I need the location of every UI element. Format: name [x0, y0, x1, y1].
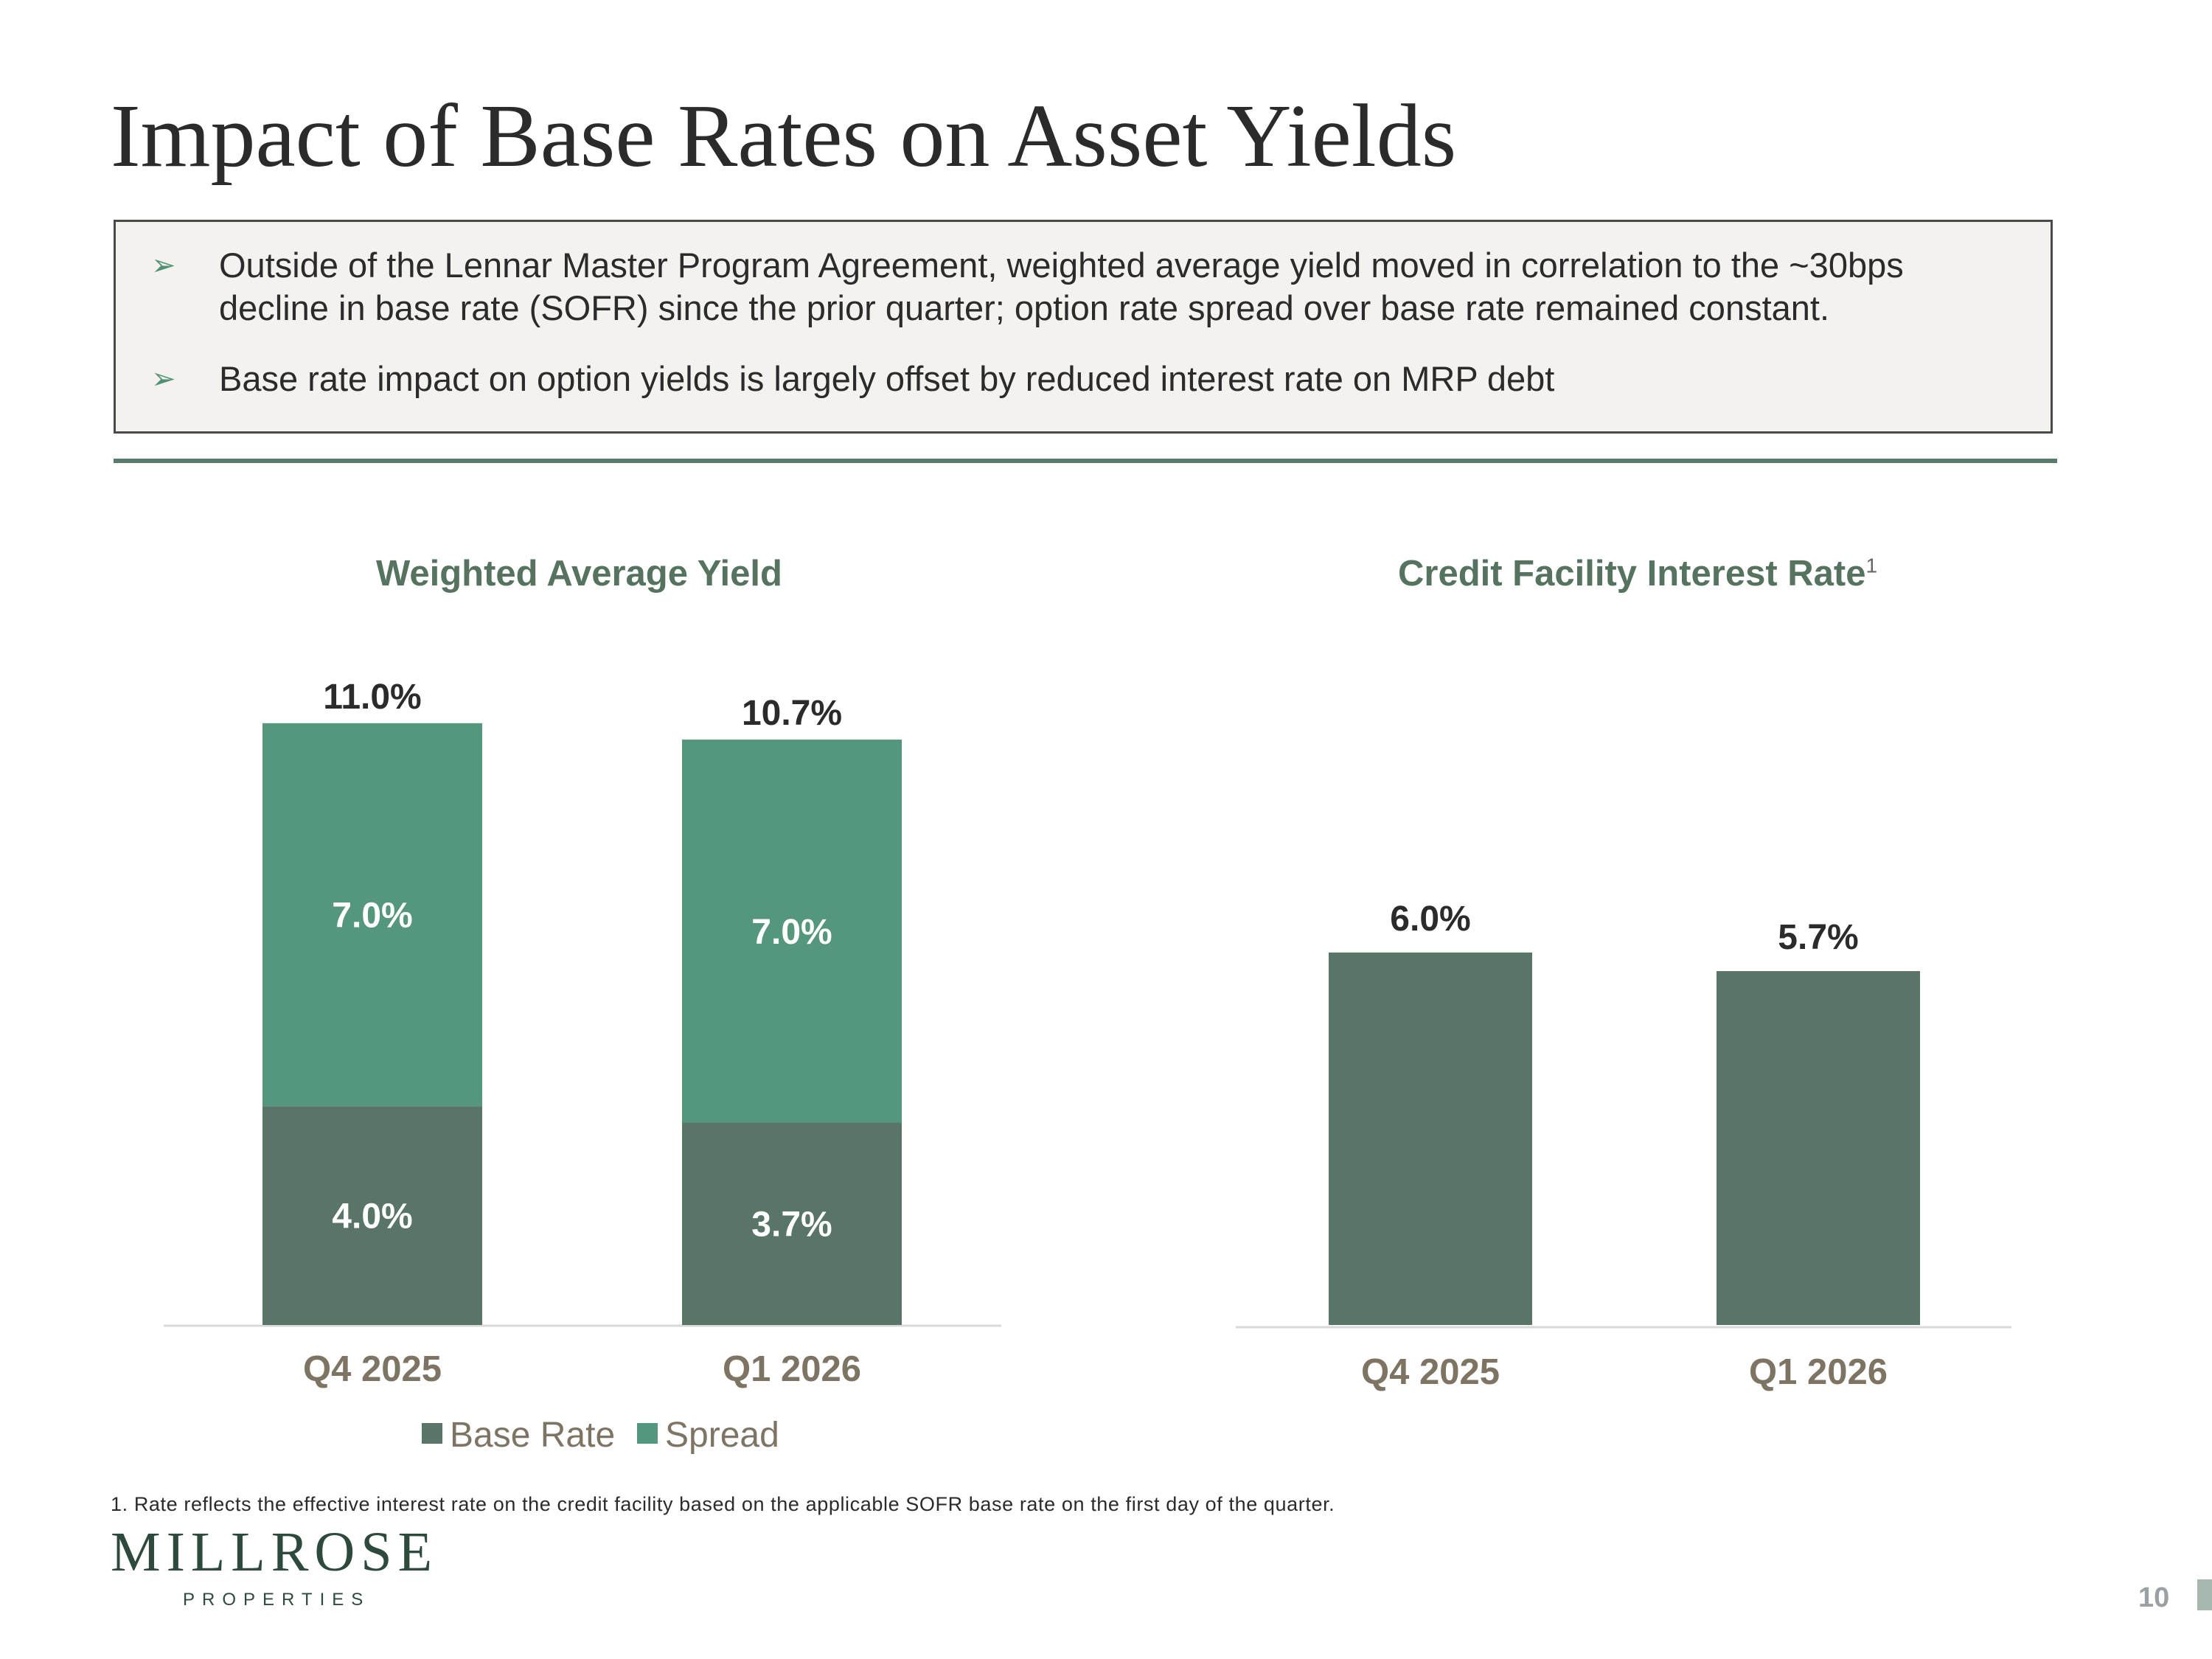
bar-value-label: 7.0%	[332, 897, 412, 936]
bar-spread	[262, 723, 482, 1107]
arrow-bullet-icon: ➢	[151, 249, 176, 282]
bar-value-label: 7.0%	[751, 913, 832, 952]
bar-total-label: 10.7%	[742, 694, 842, 733]
legend-swatch-base-rate	[422, 1423, 442, 1444]
bullet-text: Base rate impact on option yields is lar…	[219, 359, 1555, 398]
x-tick-label: Q1 2026	[723, 1349, 861, 1389]
chart-title-credit-facility: Credit Facility Interest Rate1	[1398, 553, 1877, 594]
bar-base-rate	[262, 1106, 482, 1325]
bar-value-label: 3.7%	[751, 1206, 832, 1245]
bar-value-label: 6.0%	[1390, 900, 1470, 939]
bar-credit-facility-rate	[1717, 971, 1920, 1325]
x-tick-label: Q4 2025	[303, 1349, 442, 1389]
summary-callout: ➢ Outside of the Lennar Master Program A…	[114, 220, 2053, 434]
bar-credit-facility-rate	[1329, 952, 1532, 1325]
legend-swatch-spread	[637, 1423, 658, 1444]
footnote-marker: 1	[1865, 554, 1878, 577]
arrow-bullet-icon: ➢	[151, 363, 176, 395]
page-marker	[2197, 1579, 2212, 1610]
x-tick-label: Q4 2025	[1361, 1352, 1500, 1392]
x-tick-label: Q1 2026	[1749, 1352, 1888, 1392]
company-logo: MILLROSE	[111, 1521, 438, 1583]
bar-spread	[682, 740, 902, 1123]
bullet-text: Outside of the Lennar Master Program Agr…	[219, 246, 1904, 327]
footnote: 1. Rate reflects the effective interest …	[111, 1493, 1335, 1515]
chart-title-weighted-average-yield: Weighted Average Yield	[376, 554, 782, 594]
bar-base-rate	[682, 1122, 902, 1325]
bar-value-label: 4.0%	[332, 1197, 412, 1237]
page-number: 10	[2138, 1582, 2170, 1613]
section-divider	[114, 459, 2057, 463]
legend-label: Base Rate	[450, 1416, 615, 1455]
chart-title-text: Credit Facility Interest Rate	[1398, 554, 1866, 594]
legend-label: Spread	[665, 1416, 779, 1455]
bar-value-label: 5.7%	[1778, 918, 1858, 957]
company-logo-subtitle: PROPERTIES	[183, 1590, 371, 1610]
page-title: Impact of Base Rates on Asset Yields	[111, 86, 1457, 186]
bar-total-label: 11.0%	[323, 678, 421, 717]
